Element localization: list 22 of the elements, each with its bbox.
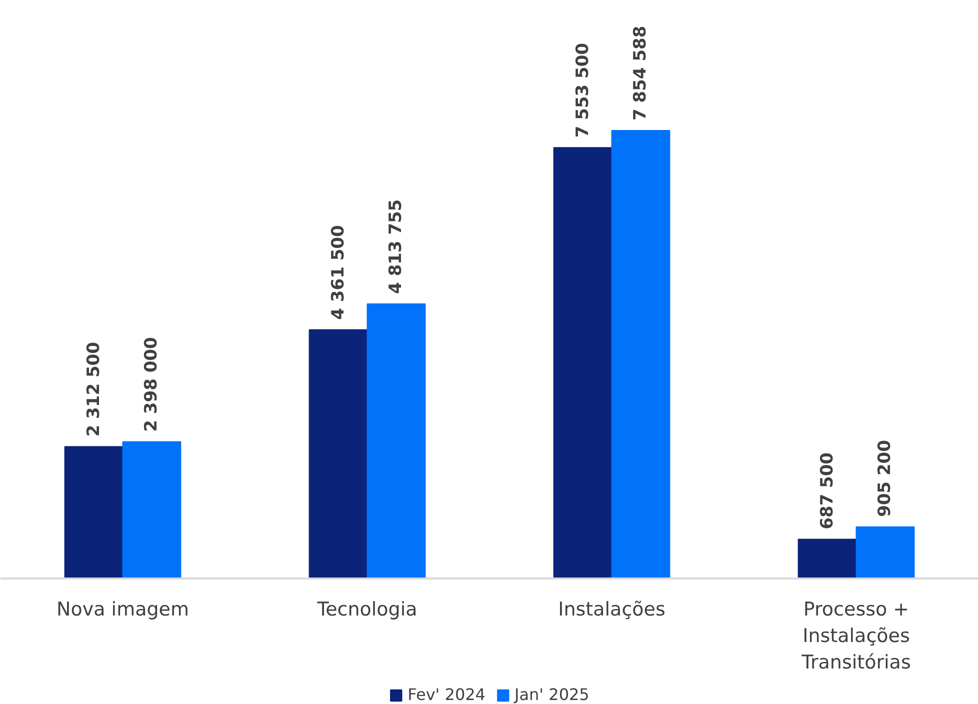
bar <box>308 329 368 579</box>
bar <box>611 130 670 579</box>
legend-label: Fev' 2024 <box>408 685 486 704</box>
data-label: 905 200 <box>875 440 896 517</box>
x-tick-label: Instalações <box>558 598 666 620</box>
x-tick-label: Tecnologia <box>316 598 418 620</box>
bar <box>856 526 915 579</box>
x-tick-label: Nova imagem <box>56 598 189 620</box>
bar <box>366 303 426 579</box>
data-label: 4 813 755 <box>386 199 406 294</box>
data-label: 4 361 500 <box>328 224 348 320</box>
data-label: 7 553 500 <box>572 42 593 138</box>
data-label: 2 312 500 <box>84 342 104 437</box>
bar <box>122 441 182 579</box>
legend-label: Jan' 2025 <box>514 685 590 704</box>
bar <box>798 538 857 579</box>
bar <box>64 446 124 579</box>
bar <box>553 147 612 579</box>
x-tick-label: Processo + Instalações Transitórias <box>800 598 911 674</box>
data-label: 2 398 000 <box>142 336 162 432</box>
data-label: 687 500 <box>817 452 838 530</box>
data-label: 7 854 588 <box>630 26 651 120</box>
